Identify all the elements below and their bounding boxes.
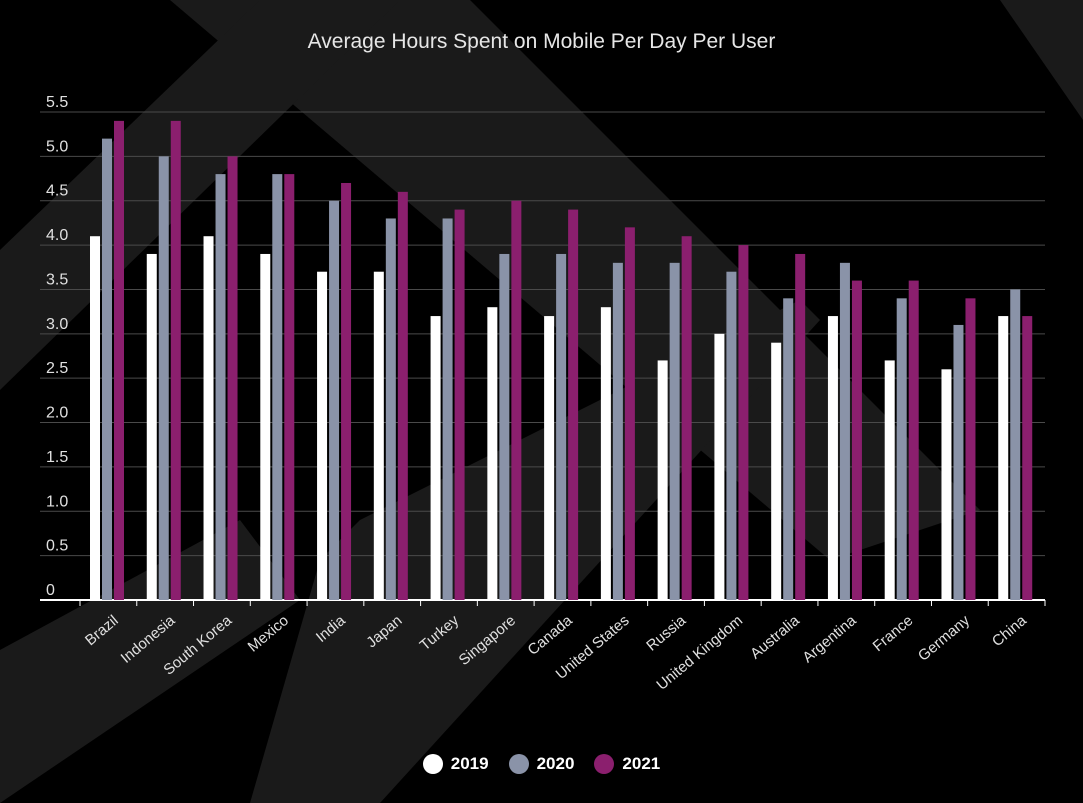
bar-2020-mexico: [272, 174, 283, 601]
bar-2019-singapore: [487, 307, 498, 600]
bar-2021-france: [908, 280, 919, 600]
bar-2020-india: [329, 200, 340, 600]
legend-label: 2021: [622, 754, 661, 773]
bar-2020-singapore: [499, 253, 510, 601]
bar-2020-brazil: [102, 138, 112, 601]
y-tick-label: 4.5: [46, 183, 68, 200]
bar-2020-argentina: [839, 262, 850, 600]
bar-2019-india: [317, 271, 328, 600]
bar-2020-australia: [783, 298, 794, 600]
y-tick-label: 3.0: [46, 316, 68, 333]
chart-title: Average Hours Spent on Mobile Per Day Pe…: [307, 30, 776, 53]
bar-2019-south-korea: [203, 236, 214, 600]
y-tick-label: 0.5: [46, 538, 68, 555]
x-tick-label: France: [870, 612, 917, 655]
bar-2019-canada: [544, 316, 555, 600]
legend-item-2019: 2019: [422, 754, 489, 774]
bar-2020-united-kingdom: [726, 271, 737, 600]
bar-2019-france: [884, 360, 895, 600]
bar-2020-united-states: [612, 262, 623, 600]
bar-2020-south-korea: [215, 174, 226, 601]
bar-2020-france: [896, 298, 907, 600]
bar-2021-indonesia: [170, 120, 181, 600]
x-tick-label: Argentina: [799, 612, 860, 667]
bar-2019-indonesia: [146, 253, 157, 601]
bar-2019-mexico: [260, 253, 271, 601]
bar-2019-japan: [373, 271, 384, 600]
bar-2021-china: [1022, 316, 1033, 600]
bar-2020-japan: [385, 218, 396, 601]
bar-2021-mexico: [284, 174, 295, 601]
x-tick-label: Germany: [915, 612, 974, 665]
bar-2019-china: [998, 316, 1009, 600]
legend: 2019 2020 2021: [0, 754, 1083, 774]
y-tick-label: 5.0: [46, 138, 68, 155]
bar-2020-indonesia: [158, 156, 169, 600]
legend-swatch-2019: [422, 754, 443, 774]
bar-2019-turkey: [430, 316, 441, 600]
bar-2021-russia: [681, 236, 692, 600]
bar-2021-turkey: [454, 209, 465, 600]
x-tick-label: China: [989, 612, 1030, 651]
y-tick-label: 4.0: [46, 227, 68, 244]
legend-label: 2019: [450, 754, 489, 773]
bar-2021-singapore: [511, 200, 522, 600]
bar-2021-south-korea: [227, 156, 238, 600]
bar-2019-united-kingdom: [714, 333, 725, 600]
legend-item-2020: 2020: [508, 754, 575, 774]
bar-2021-brazil: [114, 120, 124, 600]
y-tick-label: 2.0: [46, 405, 68, 422]
bar-2021-germany: [965, 298, 976, 600]
bar-2019-germany: [941, 369, 952, 600]
bar-2021-united-states: [624, 227, 635, 600]
bar-2020-canada: [556, 253, 567, 601]
x-tick-label: Russia: [643, 612, 690, 655]
legend-swatch-2021: [594, 754, 615, 774]
y-tick-label: 5.5: [46, 94, 68, 111]
bar-2019-russia: [657, 360, 668, 600]
x-tick-label: Australia: [747, 612, 803, 663]
bar-2019-brazil: [90, 236, 100, 600]
bar-2019-argentina: [827, 316, 838, 600]
y-tick-label: 3.5: [46, 271, 68, 288]
y-tick-label: 1.0: [46, 493, 68, 510]
bar-2021-canada: [568, 209, 579, 600]
y-tick-label: 2.5: [46, 360, 68, 377]
bar-2020-turkey: [442, 218, 453, 601]
bar-2021-japan: [397, 191, 408, 600]
y-tick-label: 1.5: [46, 449, 68, 466]
bar-2021-australia: [795, 253, 806, 601]
bar-2021-united-kingdom: [738, 245, 749, 600]
bar-2020-russia: [669, 262, 680, 600]
bar-2021-india: [341, 182, 352, 600]
y-tick-label: 0: [46, 582, 55, 599]
bar-2021-argentina: [851, 280, 862, 600]
bar-2019-united-states: [600, 307, 611, 600]
legend-item-2021: 2021: [594, 754, 660, 774]
bar-2020-china: [1010, 289, 1021, 600]
bar-2019-australia: [771, 342, 782, 600]
bar-2020-germany: [953, 324, 964, 600]
legend-label: 2020: [536, 754, 575, 773]
legend-swatch-2020: [508, 754, 529, 774]
